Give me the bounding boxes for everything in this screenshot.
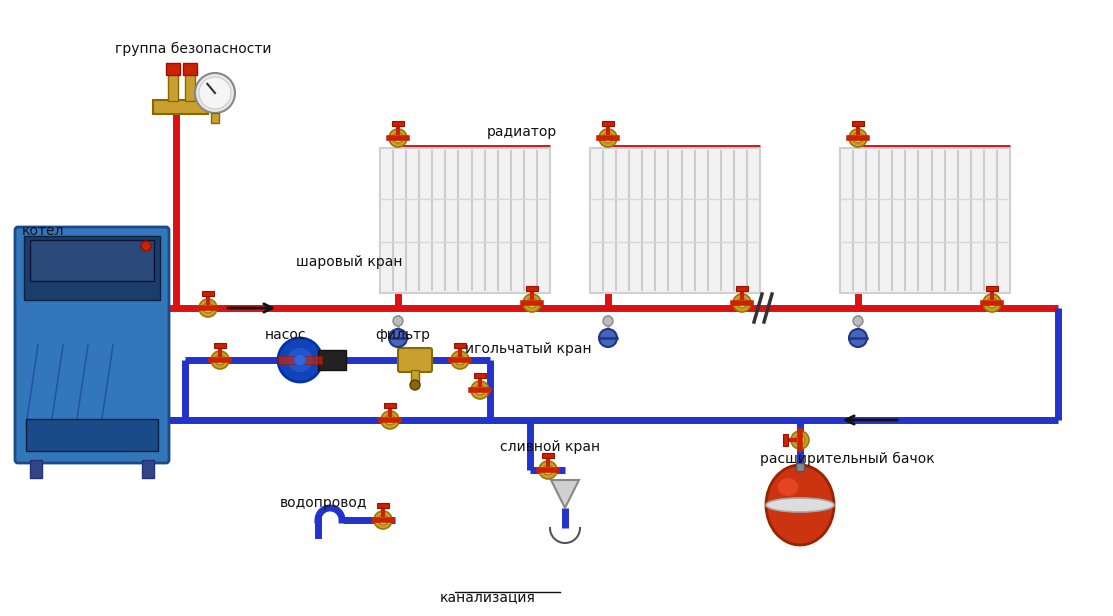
Text: игольчатый кран: игольчатый кран [465, 342, 592, 356]
Bar [796, 463, 804, 471]
Circle shape [378, 515, 388, 525]
Circle shape [523, 294, 541, 312]
Bar [142, 460, 154, 478]
Circle shape [737, 298, 747, 308]
Bar [24, 236, 160, 301]
Bar [377, 503, 390, 508]
Circle shape [393, 133, 403, 143]
Bar [392, 121, 404, 126]
Bar [30, 460, 42, 478]
FancyBboxPatch shape [14, 227, 169, 463]
Circle shape [853, 133, 863, 143]
Text: водопровод: водопровод [280, 496, 367, 510]
Circle shape [853, 316, 863, 326]
Text: расширительный бачок: расширительный бачок [760, 452, 935, 466]
Polygon shape [551, 480, 579, 508]
Circle shape [795, 435, 805, 445]
Bar [851, 121, 864, 126]
Bar [474, 373, 486, 378]
Bar [784, 434, 788, 446]
Circle shape [543, 465, 553, 475]
Circle shape [603, 316, 613, 326]
Bar [30, 240, 154, 282]
Text: радиатор: радиатор [487, 125, 558, 139]
Bar [526, 286, 538, 291]
Bar [590, 148, 760, 293]
Text: шаровый кран: шаровый кран [296, 255, 403, 269]
Bar [454, 343, 466, 348]
Bar [542, 453, 554, 458]
Bar [183, 63, 197, 75]
Ellipse shape [766, 498, 834, 512]
Circle shape [385, 415, 395, 425]
Bar [840, 148, 1009, 293]
Circle shape [733, 294, 751, 312]
Bar [166, 63, 180, 75]
Circle shape [455, 355, 465, 365]
FancyBboxPatch shape [398, 348, 432, 372]
Bar [26, 419, 158, 451]
Circle shape [849, 129, 867, 147]
Ellipse shape [766, 465, 834, 545]
Circle shape [141, 241, 151, 251]
Circle shape [287, 347, 313, 373]
Text: сливной кран: сливной кран [500, 440, 600, 454]
Circle shape [203, 303, 213, 313]
Bar [986, 286, 998, 291]
Circle shape [390, 329, 407, 347]
Circle shape [539, 461, 556, 479]
Bar [736, 286, 748, 291]
Bar [211, 113, 219, 123]
Bar [152, 100, 208, 114]
Text: канализация: канализация [440, 590, 536, 604]
Circle shape [294, 354, 306, 366]
Circle shape [199, 299, 217, 317]
Circle shape [475, 385, 485, 395]
Circle shape [849, 329, 867, 347]
Text: фильтр: фильтр [375, 328, 430, 342]
Bar [278, 356, 322, 364]
Text: насос: насос [265, 328, 306, 342]
Circle shape [393, 316, 403, 326]
Bar [214, 343, 226, 348]
Circle shape [381, 411, 398, 429]
Bar [318, 350, 346, 370]
Bar [602, 121, 614, 126]
Circle shape [987, 298, 997, 308]
Circle shape [599, 129, 617, 147]
Circle shape [211, 351, 229, 369]
Bar [201, 291, 214, 296]
Circle shape [603, 133, 613, 143]
Circle shape [791, 431, 809, 449]
Circle shape [471, 381, 489, 399]
Text: котел: котел [22, 224, 65, 238]
Bar [380, 148, 550, 293]
Bar [411, 370, 418, 385]
Circle shape [195, 73, 235, 113]
Bar [384, 403, 396, 408]
Bar [185, 73, 195, 101]
Circle shape [199, 77, 232, 109]
Bar [168, 73, 178, 101]
Text: группа безопасности: группа безопасности [115, 42, 272, 56]
Circle shape [390, 129, 407, 147]
Circle shape [374, 511, 392, 529]
Circle shape [451, 351, 469, 369]
Circle shape [410, 380, 420, 390]
Circle shape [215, 355, 225, 365]
Circle shape [526, 298, 536, 308]
Circle shape [278, 338, 322, 382]
Circle shape [599, 329, 617, 347]
Ellipse shape [778, 478, 798, 496]
Circle shape [983, 294, 1001, 312]
